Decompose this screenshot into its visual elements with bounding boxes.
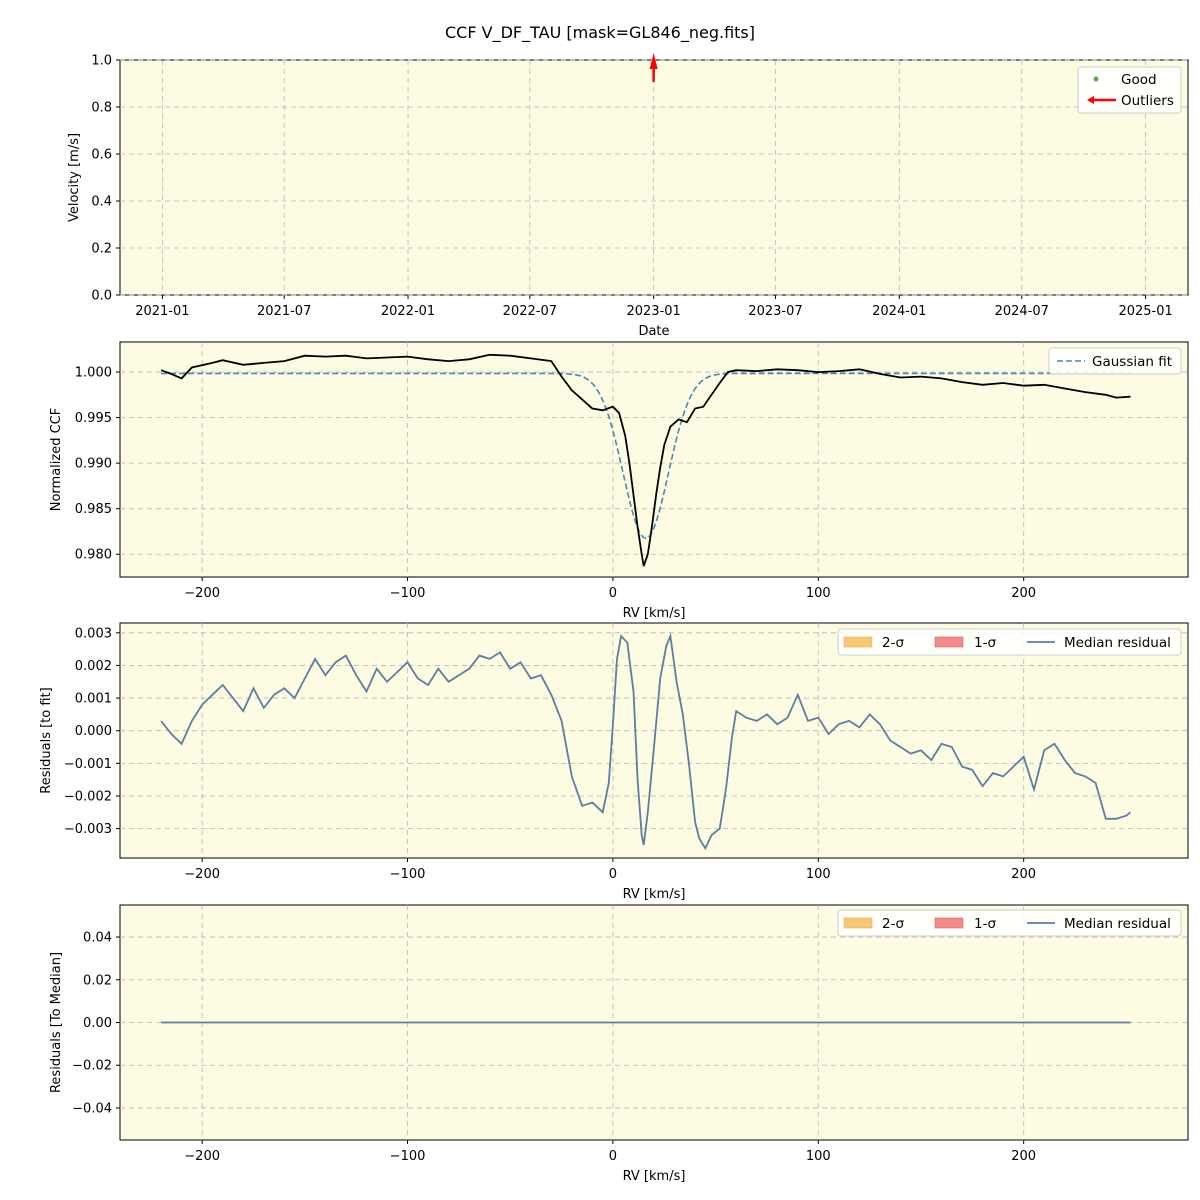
y-tick-label: −0.04 <box>72 1101 112 1116</box>
y-tick-label: −0.02 <box>72 1059 112 1074</box>
outlier-arrow-head <box>649 53 658 69</box>
y-tick-label: −0.003 <box>64 822 112 837</box>
y-tick-label: 0.980 <box>75 548 112 563</box>
y-tick-label: 0.04 <box>83 931 112 946</box>
legend-2sigma-swatch <box>843 917 873 929</box>
y-tick-label: 0.2 <box>91 242 112 257</box>
x-tick-label: 200 <box>1011 1149 1036 1164</box>
legend-label: 2-σ <box>882 635 904 651</box>
y-tick-label: 0.0 <box>91 289 112 304</box>
y-tick-label: −0.001 <box>64 757 112 772</box>
legend-label: Median residual <box>1064 916 1171 932</box>
x-tick-label: 100 <box>806 1149 831 1164</box>
x-axis-label: RV [km/s] <box>623 606 686 621</box>
x-tick-label: 100 <box>806 586 831 601</box>
y-axis-label: Velocity [m/s] <box>67 133 82 222</box>
legend-1sigma-swatch <box>934 636 964 648</box>
legend-label: Median residual <box>1064 635 1171 651</box>
residual-fit-panel: −200 −100 0 100 200 −0.003 −0.002 −0.001 0.000 0.… <box>39 622 1189 902</box>
x-tick-label: 0 <box>609 1149 617 1164</box>
y-tick-label: 0.995 <box>75 411 112 426</box>
y-tick-label: 1.000 <box>75 366 112 381</box>
legend-box <box>1077 66 1182 114</box>
x-tick-label: 100 <box>806 867 831 882</box>
legend: 2-σ 1-σ Median residual <box>837 628 1182 656</box>
gaussian-fit-line <box>161 372 1131 540</box>
y-tick-label: −0.002 <box>64 789 112 804</box>
legend-2sigma-swatch <box>843 636 873 648</box>
legend-box <box>1048 347 1182 375</box>
x-tick-label: −100 <box>390 867 426 882</box>
plot-content <box>160 353 1131 567</box>
legend: Good Outliers <box>1077 66 1182 114</box>
legend-box <box>837 909 1182 937</box>
y-tick-label: 0.003 <box>75 626 112 641</box>
x-tick-label: 2023-01 <box>626 304 680 319</box>
x-tick-label: −100 <box>390 586 426 601</box>
y-axis-label: Residuals [to fit] <box>39 687 54 793</box>
x-tick-label: 200 <box>1011 586 1036 601</box>
legend-outlier-head <box>1087 96 1094 104</box>
x-tick-label: 2022-07 <box>503 304 557 319</box>
legend-1sigma-swatch <box>934 917 964 929</box>
y-tick-label: 0.6 <box>91 148 112 163</box>
legend-label: Gaussian fit <box>1092 354 1172 370</box>
plot-content <box>160 632 1132 851</box>
legend-label: 2-σ <box>882 916 904 932</box>
y-tick-label: 0.990 <box>75 457 112 472</box>
legend-label: Good <box>1121 72 1157 88</box>
x-tick-label: 2021-01 <box>135 304 189 319</box>
x-tick-label: 200 <box>1011 867 1036 882</box>
x-tick-label: −200 <box>184 1149 220 1164</box>
y-tick-label: 0.4 <box>91 195 112 210</box>
residual-median-panel: −200 −100 0 100 200 −0.04 −0.02 0.00 0.02 0.04 RV … <box>49 904 1189 1184</box>
y-tick-label: 0.02 <box>83 973 112 988</box>
x-axis-label: RV [km/s] <box>623 1169 686 1184</box>
legend-good-marker <box>1093 76 1099 82</box>
figure-title: CCF V_DF_TAU [mask=GL846_neg.fits] <box>445 23 755 43</box>
y-axis-label: Residuals [To Median] <box>49 952 64 1093</box>
x-tick-label: 2025-01 <box>1118 304 1172 319</box>
x-tick-label: −200 <box>184 867 220 882</box>
x-tick-label: −200 <box>184 586 220 601</box>
plot-area <box>119 341 1189 578</box>
x-tick-label: 0 <box>609 586 617 601</box>
y-axis-label: Normalized CCF <box>49 408 64 512</box>
legend: 2-σ 1-σ Median residual <box>837 909 1182 937</box>
legend-label: 1-σ <box>974 916 996 932</box>
ccf-line <box>160 353 1131 567</box>
y-tick-label: 0.000 <box>75 724 112 739</box>
legend-label: 1-σ <box>974 635 996 651</box>
y-tick-label: 0.8 <box>91 101 112 116</box>
y-tick-label: 0.002 <box>75 659 112 674</box>
ccf-panel: −200 −100 0 100 200 0.980 0.985 0.990 0.995 1.000… <box>49 341 1189 621</box>
y-tick-label: 0.00 <box>83 1016 112 1031</box>
x-axis-label: RV [km/s] <box>623 887 686 902</box>
legend-label: Outliers <box>1121 93 1174 109</box>
x-tick-label: 2024-07 <box>995 304 1049 319</box>
x-tick-label: 2023-07 <box>748 304 802 319</box>
y-tick-label: 0.985 <box>75 502 112 517</box>
x-tick-label: 2022-01 <box>381 304 435 319</box>
legend-box <box>837 628 1182 656</box>
y-tick-label: 0.001 <box>75 692 112 707</box>
x-tick-label: 2024-01 <box>872 304 926 319</box>
x-tick-label: −100 <box>390 1149 426 1164</box>
x-axis-label: Date <box>638 324 669 339</box>
y-tick-label: 1.0 <box>91 54 112 69</box>
legend: Gaussian fit <box>1048 347 1182 375</box>
x-tick-label: 2021-07 <box>257 304 311 319</box>
velocity-panel: 2021-01 2021-07 2022-01 2022-07 2023-01 2023-… <box>67 53 1189 339</box>
x-tick-label: 0 <box>609 867 617 882</box>
median-residual-line <box>160 632 1132 851</box>
